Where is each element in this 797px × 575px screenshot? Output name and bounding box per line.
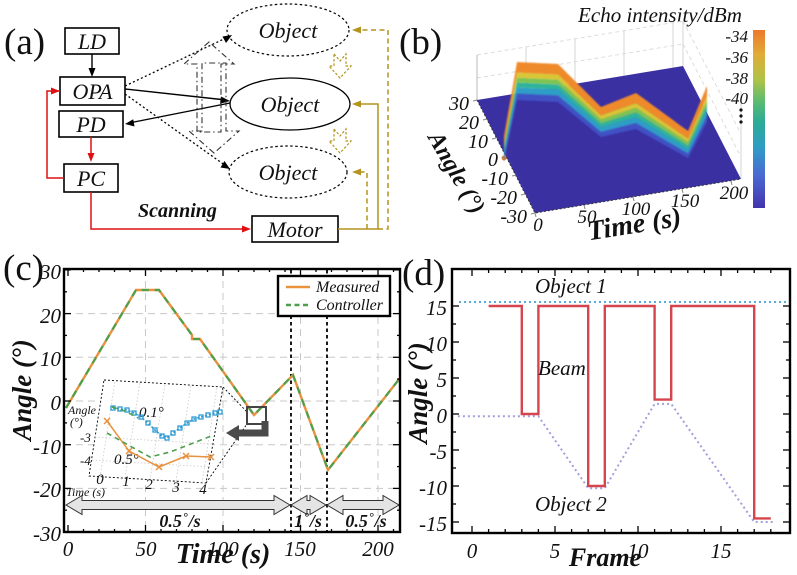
- svg-text:-38: -38: [725, 69, 748, 88]
- svg-text:Motor: Motor: [267, 217, 323, 242]
- svg-text:-40: -40: [725, 89, 748, 108]
- svg-text:-20: -20: [33, 478, 61, 502]
- svg-text:-30: -30: [500, 206, 527, 228]
- svg-text:30: 30: [448, 93, 469, 115]
- svg-text:-10: -10: [481, 168, 508, 190]
- svg-text:Measured: Measured: [315, 279, 380, 296]
- svg-text:10: 10: [468, 131, 488, 153]
- svg-text:Angle (°): Angle (°): [7, 339, 37, 443]
- svg-text:Object: Object: [259, 18, 319, 43]
- svg-text:Object: Object: [261, 92, 321, 117]
- svg-text:15: 15: [426, 296, 447, 320]
- svg-text:(d): (d): [402, 253, 445, 294]
- svg-text:Frame: Frame: [568, 543, 641, 572]
- svg-text:Angle (°): Angle (°): [403, 342, 433, 446]
- svg-text:-10: -10: [33, 435, 61, 459]
- svg-text:PD: PD: [75, 112, 105, 137]
- svg-text:Echo intensity/dBm: Echo intensity/dBm: [577, 3, 742, 27]
- svg-text:0.5°: 0.5°: [114, 452, 139, 468]
- svg-text:0.5°/s: 0.5°/s: [159, 510, 200, 531]
- svg-text:50: 50: [578, 207, 598, 228]
- svg-text:(a): (a): [4, 22, 45, 63]
- svg-text:-5: -5: [430, 440, 448, 464]
- svg-text:-10: -10: [419, 476, 447, 500]
- svg-text:0: 0: [437, 404, 448, 428]
- svg-text:3: 3: [171, 480, 180, 496]
- svg-text:Object 2: Object 2: [535, 492, 607, 516]
- svg-text:OPA: OPA: [73, 79, 113, 104]
- svg-text:(c): (c): [3, 248, 44, 289]
- svg-text:PC: PC: [76, 166, 105, 191]
- svg-text:200: 200: [362, 537, 394, 561]
- svg-text:30: 30: [39, 260, 62, 284]
- svg-text:0: 0: [467, 539, 478, 563]
- svg-text:0: 0: [63, 537, 74, 561]
- svg-text:Time (s): Time (s): [66, 485, 105, 499]
- svg-text:Scanning: Scanning: [138, 200, 217, 222]
- svg-text:5: 5: [550, 539, 561, 563]
- svg-text:5: 5: [437, 368, 448, 392]
- svg-text:20: 20: [40, 304, 62, 328]
- svg-text:150: 150: [284, 537, 316, 561]
- svg-text:20: 20: [459, 112, 479, 134]
- svg-text:0.5°/s: 0.5°/s: [345, 510, 386, 531]
- svg-text:0: 0: [533, 215, 543, 236]
- svg-text:-34: -34: [725, 27, 748, 46]
- svg-text:Beam: Beam: [538, 356, 586, 380]
- svg-text:Object 1: Object 1: [535, 274, 607, 298]
- svg-text:Object: Object: [259, 160, 319, 185]
- svg-text:2: 2: [145, 477, 153, 493]
- svg-text:1: 1: [122, 474, 130, 490]
- svg-text:Controller: Controller: [316, 297, 384, 314]
- svg-text:0.1°: 0.1°: [139, 405, 164, 421]
- svg-text:LD: LD: [77, 29, 106, 54]
- svg-text:10: 10: [426, 332, 448, 356]
- svg-text:(b): (b): [399, 22, 442, 63]
- svg-text:-20: -20: [490, 187, 517, 209]
- svg-text:-3: -3: [80, 430, 91, 445]
- svg-text:Angle: Angle: [67, 403, 97, 417]
- svg-text:10: 10: [628, 539, 650, 563]
- svg-text:0: 0: [96, 472, 104, 488]
- svg-text:100: 100: [622, 199, 651, 220]
- svg-text:-36: -36: [725, 48, 748, 67]
- svg-text:100: 100: [207, 537, 239, 561]
- svg-text:Time (s): Time (s): [176, 539, 271, 570]
- svg-text:0: 0: [51, 391, 62, 415]
- svg-text:(°): (°): [70, 415, 83, 429]
- svg-text:-15: -15: [419, 512, 447, 536]
- svg-text:-4: -4: [80, 453, 91, 468]
- svg-text:15: 15: [711, 539, 732, 563]
- svg-text:-30: -30: [33, 522, 61, 546]
- svg-text:4: 4: [199, 482, 207, 498]
- svg-text:150: 150: [671, 191, 700, 212]
- svg-text:50: 50: [136, 537, 158, 561]
- svg-text:10: 10: [40, 347, 62, 371]
- svg-text:200: 200: [720, 183, 749, 204]
- svg-text:0: 0: [488, 149, 498, 171]
